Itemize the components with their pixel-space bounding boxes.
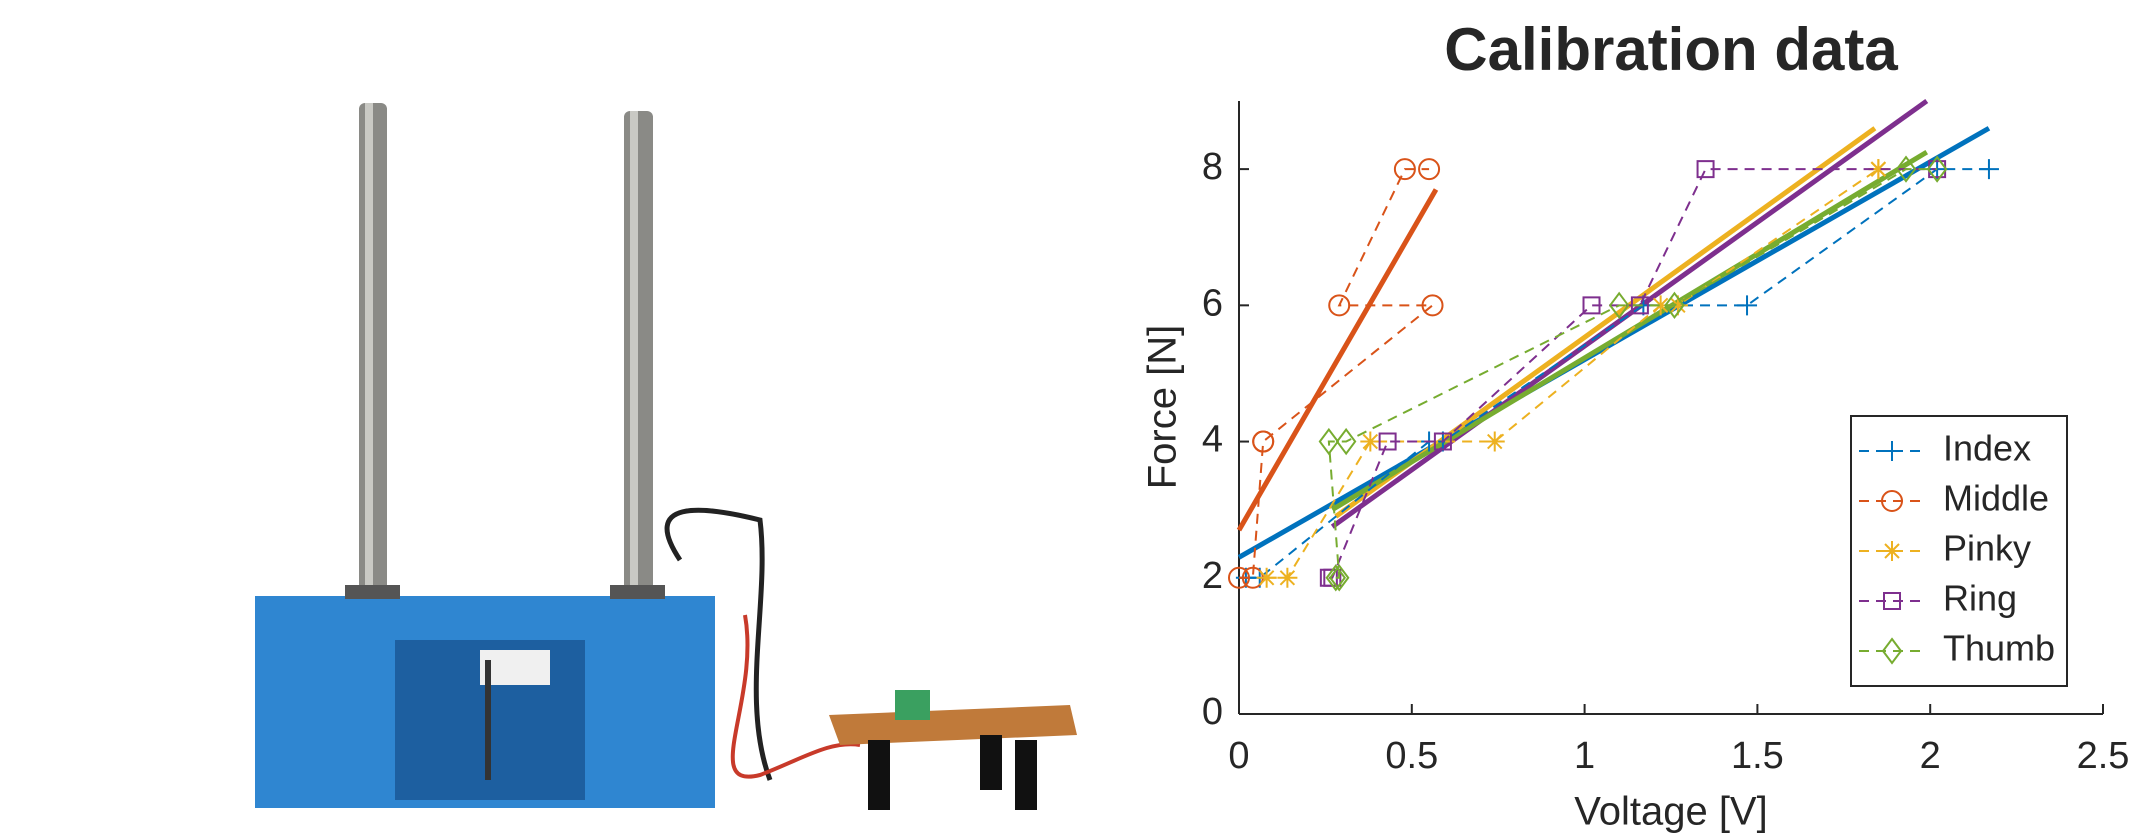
wire [730, 614, 861, 779]
legend: Index Middle Pinky Ring Thumb [1850, 415, 2068, 687]
fit-line [1236, 188, 1439, 532]
y-tick-label: 2 [1202, 555, 1223, 597]
data-point [1328, 564, 1350, 592]
legend-label: Index [1943, 428, 2031, 469]
x-axis-label: Voltage [V] [1574, 790, 1767, 834]
data-point [1868, 159, 1889, 180]
legend-label: Middle [1943, 478, 2049, 519]
data-point [1228, 566, 1251, 589]
chart-title: Calibration data [1444, 16, 1898, 83]
data-point [1360, 431, 1381, 452]
x-tick-label: 0 [1228, 735, 1249, 777]
data-point [1895, 155, 1917, 183]
legend-marker [1882, 441, 1902, 461]
wire [664, 507, 773, 781]
data-point [1393, 158, 1416, 181]
standoff [980, 735, 1002, 790]
series-line [1328, 168, 1938, 579]
data-point [1582, 296, 1601, 315]
legend-marker [1883, 592, 1901, 610]
x-tick-label: 2 [1920, 735, 1941, 777]
data-point [1926, 155, 1948, 183]
data-point [1252, 430, 1275, 453]
data-point [1418, 158, 1441, 181]
block-window [480, 650, 550, 685]
data-point [1650, 295, 1671, 316]
standoff [868, 740, 890, 810]
circuit-board [829, 705, 1077, 745]
data-point [1318, 427, 1340, 456]
bearing [345, 585, 400, 599]
y-tick-label: 4 [1202, 419, 1223, 461]
data-point [1737, 295, 1758, 316]
series-line [1266, 168, 1879, 579]
data-point [1696, 160, 1715, 179]
data-point [1325, 564, 1347, 592]
legend-marker [1881, 490, 1904, 512]
rod [624, 111, 653, 593]
legend-label: Pinky [1943, 528, 2031, 569]
data-point [1433, 432, 1452, 451]
y-tick-label: 8 [1202, 146, 1223, 188]
data-point [1378, 432, 1397, 451]
x-tick-label: 1 [1574, 735, 1595, 777]
plunger [485, 660, 491, 780]
legend-marker [1882, 541, 1902, 561]
x-tick-label: 1.5 [1731, 735, 1784, 777]
x-tick-label: 2.5 [2077, 735, 2130, 777]
legend-label: Thumb [1943, 628, 2055, 669]
data-point [1421, 294, 1444, 317]
series-line [1327, 168, 1938, 579]
data-point [1667, 295, 1688, 316]
legend-label: Ring [1943, 578, 2017, 619]
legend-marker [1881, 637, 1903, 665]
data-point [1484, 431, 1505, 452]
data-point [1630, 296, 1649, 315]
data-point [1608, 291, 1630, 319]
data-point [1277, 567, 1298, 588]
y-axis-label: Force [N] [1141, 325, 1185, 489]
x-tick-label: 0.5 [1385, 735, 1438, 777]
data-point [1256, 567, 1277, 588]
y-tick-label: 0 [1202, 691, 1223, 733]
bearing [610, 585, 665, 599]
y-tick-label: 6 [1202, 282, 1223, 324]
series-line [1239, 168, 1436, 579]
connector [895, 690, 930, 720]
data-point [1664, 291, 1685, 319]
rod-highlight [630, 111, 638, 593]
rod-highlight [365, 103, 373, 593]
data-point [1335, 427, 1357, 456]
standoff [1015, 740, 1037, 810]
device-photo [255, 103, 1077, 810]
fit-line [1330, 98, 1929, 529]
data-point [1328, 294, 1351, 317]
series-line [1245, 168, 1989, 579]
data-point [1978, 159, 1999, 180]
